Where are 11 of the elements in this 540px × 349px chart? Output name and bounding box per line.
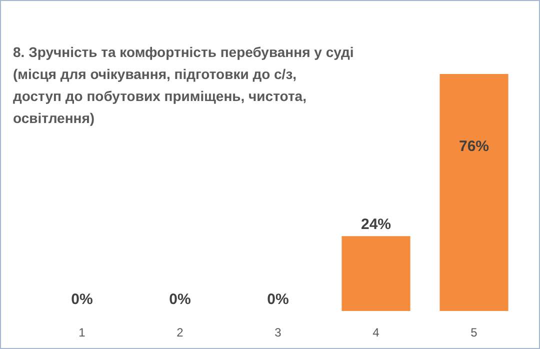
data-label: 0% xyxy=(169,291,191,308)
chart-title: 8. Зручність та комфортність перебування у суді (місця для очікування, підготовки до с/з, доступ до побутових приміщень, чистота, освітлення) xyxy=(13,43,354,128)
data-label: 24% xyxy=(360,216,392,234)
x-tick-label: 2 xyxy=(176,326,184,340)
x-tick-label: 5 xyxy=(470,326,478,340)
x-tick-label: 1 xyxy=(78,326,86,340)
data-label: 76% xyxy=(458,138,490,155)
x-tick-label: 4 xyxy=(372,326,380,340)
data-label: 0% xyxy=(267,291,289,308)
x-tick-label: 3 xyxy=(274,326,282,340)
data-label: 0% xyxy=(71,291,93,308)
